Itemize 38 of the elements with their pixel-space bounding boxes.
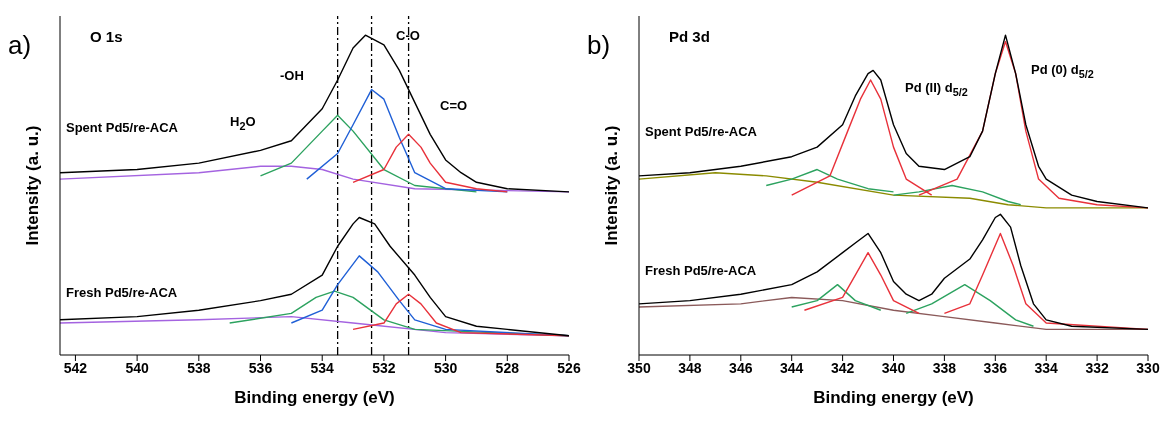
x-tick-label: 530	[433, 359, 458, 376]
annotation: Fresh Pd5/re-ACA	[66, 285, 178, 300]
x-tick-label: 338	[932, 359, 957, 376]
x-tick-label: 350	[627, 359, 651, 376]
annotation: Pd (0) d$_{5/2}$	[1031, 62, 1094, 80]
x-tick-label: 348	[678, 359, 702, 376]
x-axis-title: Binding energy (eV)	[234, 388, 395, 407]
x-tick-label: 540	[125, 359, 150, 376]
text: a)	[8, 30, 32, 61]
annotation: Spent Pd5/re-ACA	[66, 120, 178, 135]
annotation: H$_{2}$O	[230, 114, 256, 132]
x-tick-label: 336	[983, 359, 1008, 376]
y-axis-title: Intensity (a. u.)	[23, 125, 43, 246]
x-axis-title: Binding energy (eV)	[813, 388, 974, 407]
x-tick-label: 532	[372, 359, 396, 376]
annotation: C-O	[396, 28, 420, 43]
x-tick-label: 542	[63, 359, 88, 376]
x-tick-label: 526	[557, 359, 581, 376]
x-tick-label: 538	[187, 359, 211, 376]
x-tick-label: 332	[1085, 359, 1109, 376]
x-tick-label: 346	[729, 359, 753, 376]
annotation: Spent Pd5/re-ACA	[645, 124, 757, 139]
x-tick-label: 334	[1034, 359, 1059, 376]
annotation: C=O	[440, 98, 468, 113]
chart-title: O 1s	[90, 28, 123, 45]
y-axis-title: Intensity (a. u.)	[602, 125, 622, 246]
x-tick-label: 534	[310, 359, 335, 376]
x-tick-label: 536	[248, 359, 273, 376]
x-tick-label: 528	[495, 359, 520, 376]
annotation: Pd (II) d$_{5/2}$	[905, 80, 968, 98]
x-tick-label: 330	[1136, 359, 1160, 376]
x-tick-label: 344	[780, 359, 804, 376]
text: b)	[587, 30, 611, 61]
annotation: Fresh Pd5/re-ACA	[645, 263, 757, 278]
x-tick-label: 340	[881, 359, 906, 376]
annotation: -OH	[280, 68, 304, 83]
chart-title: Pd 3d	[669, 28, 710, 45]
x-tick-label: 342	[830, 359, 855, 376]
